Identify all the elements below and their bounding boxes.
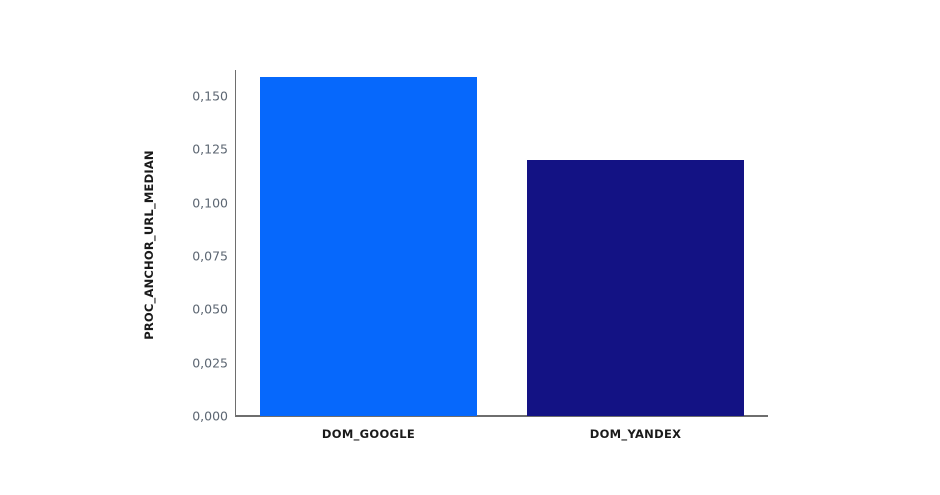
y-axis-tick-label: 0,125 [192, 141, 228, 157]
y-axis-tick-label: 0,000 [192, 408, 228, 424]
y-axis-tick-label: 0,025 [192, 355, 228, 371]
y-axis-tick-label: 0,075 [192, 248, 228, 264]
bar-dom-yandex[interactable] [527, 160, 744, 416]
x-axis-line [235, 415, 768, 417]
x-axis-tick-label: DOM_GOOGLE [321, 427, 416, 441]
x-axis-tick-label: DOM_YANDEX [589, 427, 682, 441]
y-axis-tick-label: 0,100 [192, 195, 228, 211]
y-axis-tick-label: 0,150 [192, 88, 228, 104]
y-axis-tick-label: 0,050 [192, 301, 228, 317]
y-axis-line [235, 70, 236, 416]
y-axis-tick-labels: 0,000 0,025 0,050 0,075 0,100 0,125 0,150 [160, 0, 228, 495]
bar-dom-google[interactable] [260, 77, 477, 416]
